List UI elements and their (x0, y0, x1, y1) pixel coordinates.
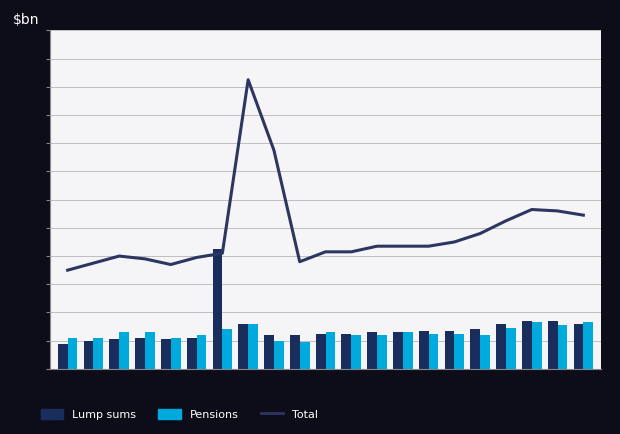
Bar (547, 321, 557, 369)
Bar (316, 334, 326, 369)
Bar (583, 322, 593, 369)
Bar (119, 332, 129, 369)
Bar (342, 334, 352, 369)
Bar (187, 338, 197, 369)
Bar (352, 335, 361, 369)
Bar (84, 341, 94, 369)
Legend: Lump sums, Pensions, Total: Lump sums, Pensions, Total (37, 404, 322, 424)
Bar (248, 324, 258, 369)
Bar (299, 342, 309, 369)
Bar (557, 325, 567, 369)
Bar (170, 338, 180, 369)
Bar (326, 332, 335, 369)
Bar (274, 341, 284, 369)
Bar (506, 328, 516, 369)
Bar (94, 338, 104, 369)
Bar (197, 335, 206, 369)
Bar (213, 249, 223, 369)
Bar (290, 335, 299, 369)
Bar (264, 335, 274, 369)
Bar (367, 332, 377, 369)
Bar (480, 335, 490, 369)
Bar (532, 322, 542, 369)
Bar (419, 331, 428, 369)
Bar (454, 334, 464, 369)
Bar (68, 338, 78, 369)
Bar (238, 324, 248, 369)
Bar (496, 324, 506, 369)
Bar (58, 344, 68, 369)
Bar (377, 335, 387, 369)
Bar (145, 332, 155, 369)
Bar (161, 339, 171, 369)
Bar (428, 334, 438, 369)
Bar (135, 338, 145, 369)
Bar (109, 339, 119, 369)
Bar (223, 329, 232, 369)
Text: $bn: $bn (12, 13, 39, 27)
Bar (403, 332, 413, 369)
Bar (574, 324, 583, 369)
Bar (471, 329, 480, 369)
Bar (445, 331, 454, 369)
Bar (393, 332, 403, 369)
Bar (522, 321, 532, 369)
